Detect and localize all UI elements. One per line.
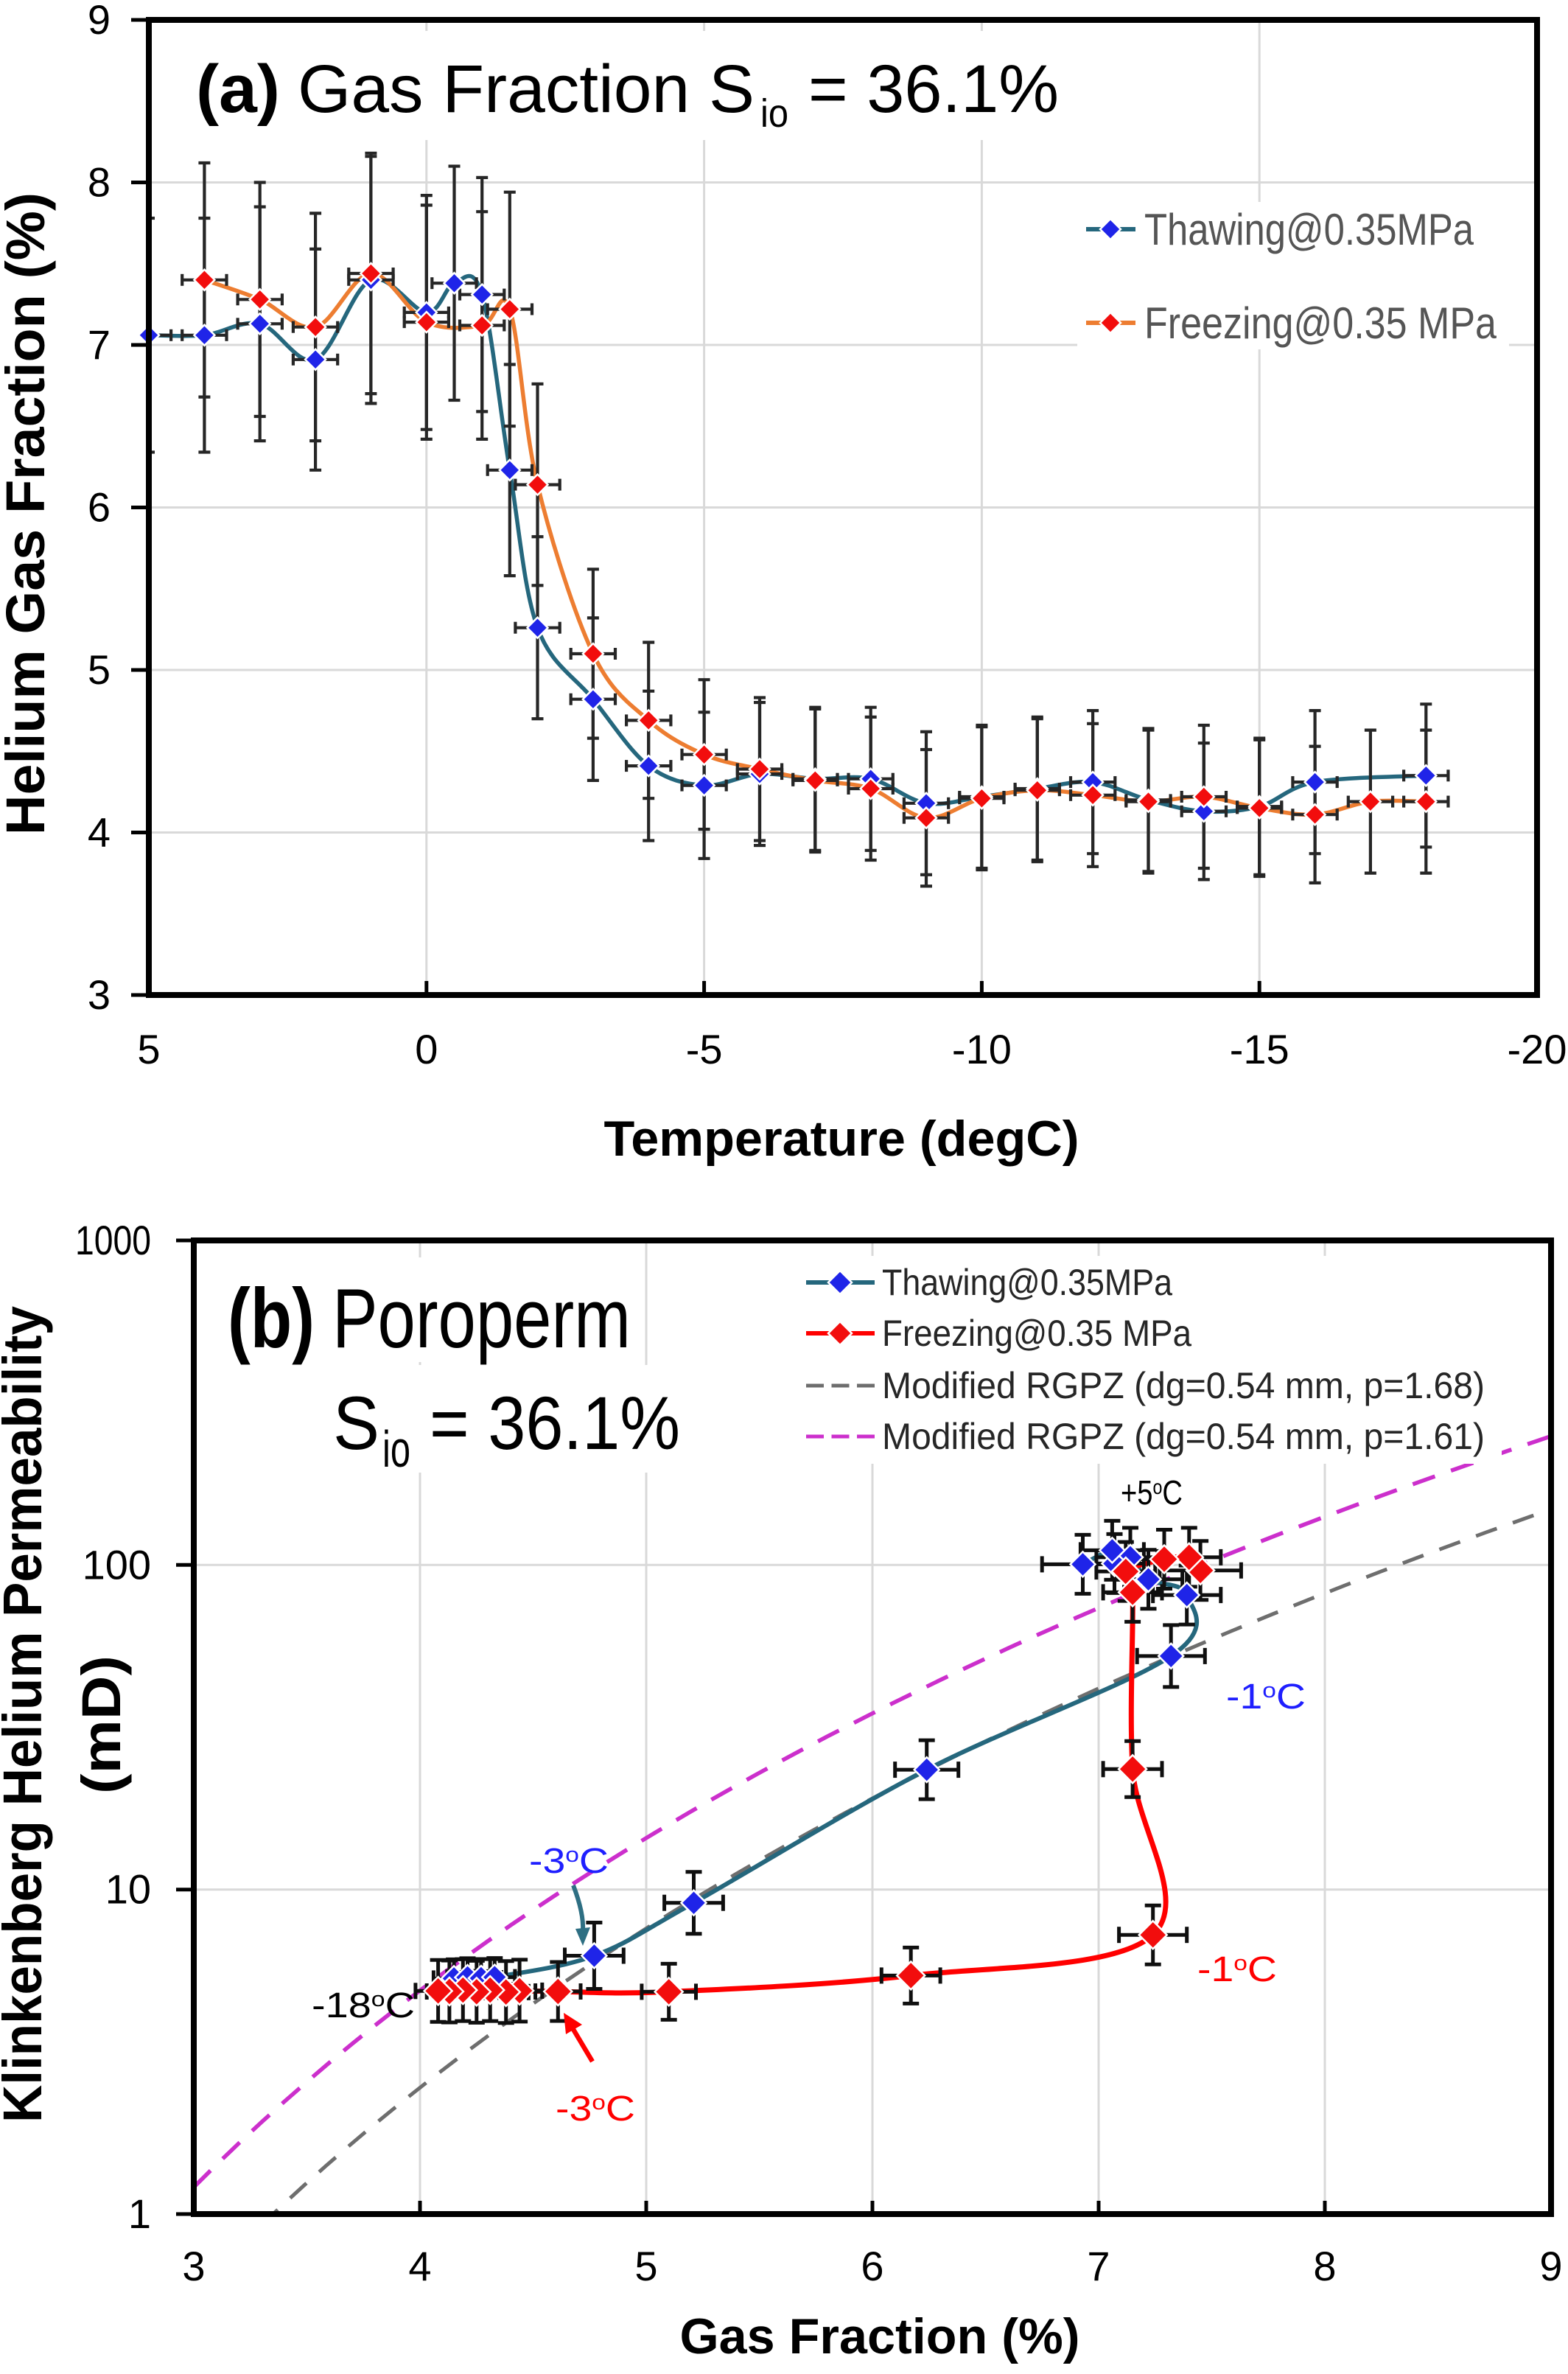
svg-text:Thawing@0.35MPa: Thawing@0.35MPa: [1144, 205, 1474, 254]
svg-text:= 36.1%: = 36.1%: [808, 52, 1059, 127]
svg-text:Temperature (degC): Temperature (degC): [604, 1111, 1079, 1167]
svg-text:1000: 1000: [75, 1217, 151, 1263]
svg-text:4: 4: [88, 809, 111, 856]
svg-text:Freezing@0.35 MPa: Freezing@0.35 MPa: [882, 1313, 1191, 1354]
svg-text:S: S: [333, 1381, 379, 1465]
svg-text:Modified RGPZ (dg=0.54 mm, p=1: Modified RGPZ (dg=0.54 mm, p=1.68): [882, 1365, 1485, 1406]
svg-text:5: 5: [137, 1026, 160, 1072]
svg-text:9: 9: [1539, 2243, 1562, 2289]
svg-text:io: io: [382, 1420, 410, 1478]
svg-text:7: 7: [88, 321, 111, 368]
svg-text:5: 5: [634, 2243, 657, 2289]
svg-text:Thawing@0.35MPa: Thawing@0.35MPa: [882, 1262, 1172, 1303]
svg-text:Gas Fraction (%): Gas Fraction (%): [680, 2308, 1080, 2364]
svg-text:10: 10: [105, 1866, 151, 1913]
svg-text:1: 1: [128, 2190, 151, 2237]
svg-text:-20: -20: [1508, 1026, 1567, 1072]
svg-text:-3oC: -3 oC: [529, 1842, 609, 1881]
svg-text:9: 9: [88, 0, 111, 43]
svg-text:-5: -5: [686, 1026, 723, 1072]
svg-text:-3oC: -3 oC: [556, 2090, 635, 2129]
svg-text:(mD): (mD): [71, 1655, 132, 1794]
svg-text:100: 100: [83, 1541, 151, 1588]
svg-text:7: 7: [1087, 2243, 1110, 2289]
svg-text:6: 6: [88, 484, 111, 531]
svg-text:3: 3: [182, 2243, 205, 2289]
svg-text:0: 0: [415, 1026, 438, 1072]
svg-text:Freezing@0.35 MPa: Freezing@0.35 MPa: [1144, 299, 1497, 348]
svg-text:+5oC: +5oC: [1121, 1473, 1183, 1512]
svg-text:6: 6: [861, 2243, 883, 2289]
svg-text:Gas Fraction S: Gas Fraction S: [298, 52, 755, 127]
svg-text:(b): (b): [228, 1272, 315, 1366]
svg-text:Modified RGPZ (dg=0.54 mm, p=1: Modified RGPZ (dg=0.54 mm, p=1.61): [882, 1416, 1485, 1457]
svg-text:8: 8: [88, 159, 111, 206]
svg-text:8: 8: [1313, 2243, 1336, 2289]
svg-text:3: 3: [88, 971, 111, 1018]
svg-text:Klinkenberg Helium Permeabilit: Klinkenberg Helium Permeability: [0, 1306, 53, 2123]
svg-text:-10: -10: [952, 1026, 1012, 1072]
svg-text:Poroperm: Poroperm: [332, 1272, 631, 1366]
svg-text:4: 4: [408, 2243, 431, 2289]
svg-text:Helium Gas Fraction (%): Helium Gas Fraction (%): [0, 192, 56, 835]
svg-text:io: io: [760, 91, 788, 136]
svg-text:5: 5: [88, 646, 111, 693]
svg-text:= 36.1%: = 36.1%: [430, 1381, 680, 1465]
svg-text:-1oC: -1 oC: [1197, 1950, 1277, 1989]
svg-text:(a): (a): [196, 52, 280, 127]
svg-text:-15: -15: [1230, 1026, 1289, 1072]
